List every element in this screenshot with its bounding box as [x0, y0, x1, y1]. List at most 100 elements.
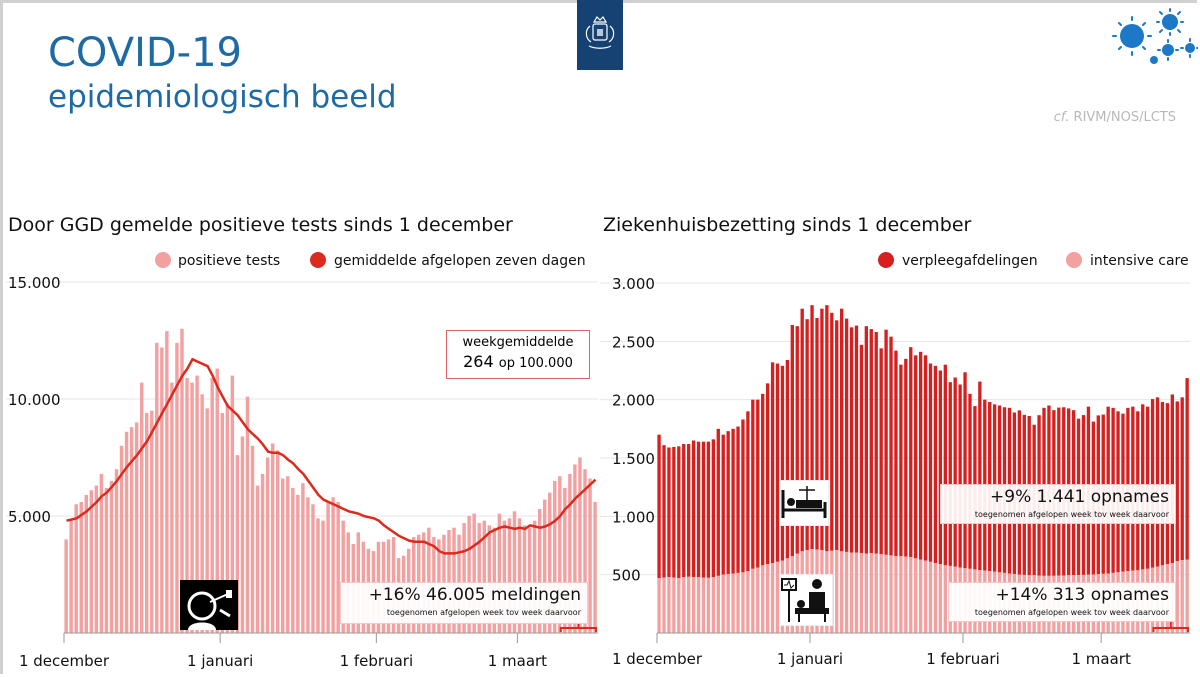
- tests-bar: [79, 501, 83, 633]
- hospital-ic-bar: [864, 553, 869, 633]
- tests-legend-label-line: gemiddelde afgelopen zeven dagen: [334, 253, 586, 269]
- hospital-ward-bar: [672, 446, 676, 578]
- hospital-ward-bar: [677, 446, 681, 579]
- tests-bar: [532, 520, 537, 633]
- virus-icon: [1110, 4, 1199, 68]
- tests-y-tick-label: 10.000: [8, 391, 61, 409]
- tests-change-box: +16% 46.005 meldingen toegenomen afgelop…: [340, 582, 588, 624]
- tests-bar: [427, 527, 431, 633]
- tests-bar: [210, 377, 214, 633]
- hospital-ic-bar: [731, 573, 735, 633]
- hospital-ward-bar: [844, 318, 849, 552]
- hospital-ward-bar: [933, 365, 938, 563]
- tests-bar: [527, 527, 532, 633]
- tests-bar: [225, 403, 230, 633]
- hospital-ward-bar: [657, 434, 661, 579]
- hospital-ic-bar: [928, 561, 933, 633]
- hospital-legend-label-ic: intensive care: [1090, 253, 1189, 269]
- tests-legend-marker-line: [310, 252, 326, 268]
- tests-bar: [537, 508, 542, 633]
- hospital-ward-bar: [963, 372, 967, 569]
- tests-x-tick-label: 1 maart: [488, 652, 547, 670]
- hospital-ic-bar: [716, 575, 720, 633]
- tests-bar: [568, 473, 572, 633]
- hospital-y-tick-label: 1.500: [612, 450, 655, 468]
- hospital-ward-bar: [884, 329, 888, 555]
- hospital-ic-bar: [869, 553, 873, 633]
- hospital-ward-bar: [864, 326, 869, 554]
- week-average-box: weekgemiddelde 264 op 100.000: [446, 330, 590, 379]
- hospital-ward-bar: [948, 382, 952, 566]
- tests-bar: [165, 331, 169, 633]
- tests-bar: [230, 375, 235, 633]
- tests-bar: [462, 523, 466, 633]
- tests-bar: [185, 377, 189, 633]
- hospital-ic-bar: [736, 572, 740, 633]
- tests-bar: [150, 410, 154, 633]
- tests-bar: [492, 527, 497, 633]
- hospital-ward-bar: [958, 384, 962, 568]
- tests-legend-marker-bars: [155, 252, 171, 268]
- hospital-ward-bar: [701, 441, 706, 578]
- hospital-x-tick-label: 1 januari: [777, 650, 843, 668]
- hospital-ward-bar: [879, 348, 883, 555]
- hospital-ic-bar: [706, 577, 711, 633]
- hospital-ward-bar: [894, 350, 898, 556]
- hospital-ward-bar: [761, 393, 765, 566]
- tests-bar: [84, 494, 88, 633]
- hospital-ic-bar: [874, 553, 878, 633]
- tests-bar: [573, 464, 577, 633]
- ward-admissions-main: +9% 1.441 opnames: [990, 487, 1169, 507]
- hospital-ic-bar: [904, 556, 908, 633]
- tests-bar: [553, 480, 557, 633]
- tests-y-tick-label: 15.000: [8, 274, 61, 292]
- hospital-ic-bar: [711, 577, 716, 633]
- tests-bar: [94, 485, 99, 633]
- tests-bar: [99, 473, 104, 633]
- hospital-chart-title: Ziekenhuisbezetting sinds 1 december: [603, 214, 972, 236]
- tests-bar: [64, 539, 68, 633]
- tests-bar: [281, 478, 285, 633]
- hospital-ic-bar: [696, 577, 701, 633]
- hospital-ward-bar: [1160, 402, 1165, 566]
- tests-bar: [517, 518, 522, 633]
- hospital-ward-bar: [662, 445, 666, 578]
- hospital-ic-bar: [682, 577, 686, 633]
- hospital-ic-bar: [938, 564, 943, 633]
- hospital-ic-bar: [914, 558, 918, 633]
- hospital-ward-bar: [726, 431, 730, 575]
- hospital-ward-bar: [854, 325, 859, 553]
- tests-bar: [306, 497, 310, 633]
- hospital-ward-bar: [691, 440, 696, 577]
- tests-bar: [129, 427, 134, 633]
- hospital-ward-bar: [835, 320, 839, 551]
- tests-bar: [139, 382, 144, 633]
- hospital-ward-bar: [968, 393, 972, 569]
- tests-bar: [235, 455, 240, 633]
- tests-bar: [482, 520, 486, 633]
- hospital-ic-bar: [1185, 559, 1189, 633]
- tests-bar: [195, 375, 199, 633]
- tests-bar: [578, 457, 582, 633]
- tests-bar: [205, 408, 209, 633]
- tests-bar: [250, 445, 255, 633]
- week-average-unit: op 100.000: [498, 356, 573, 371]
- hospital-ward-bar: [687, 444, 691, 577]
- hospital-ic-bar: [677, 578, 681, 633]
- hospital-ward-bar: [923, 355, 928, 561]
- hospital-ic-bar: [909, 557, 913, 633]
- tests-bar: [341, 520, 345, 633]
- hospital-ic-bar: [701, 577, 706, 633]
- hospital-ward-bar: [849, 327, 854, 553]
- hospital-ic-bar: [943, 565, 947, 633]
- hospital-ward-bar: [756, 399, 760, 568]
- hospital-ic-bar: [765, 564, 770, 633]
- hospital-ward-bar: [711, 439, 716, 577]
- hospital-ward-bar: [667, 447, 671, 577]
- hospital-ward-bar: [1165, 403, 1170, 565]
- hospital-ic-bar: [657, 578, 661, 633]
- tests-bar: [301, 483, 305, 633]
- tests-x-tick-label: 1 februari: [340, 652, 414, 670]
- tests-bar: [497, 513, 502, 633]
- hospital-ic-bar: [1175, 561, 1179, 633]
